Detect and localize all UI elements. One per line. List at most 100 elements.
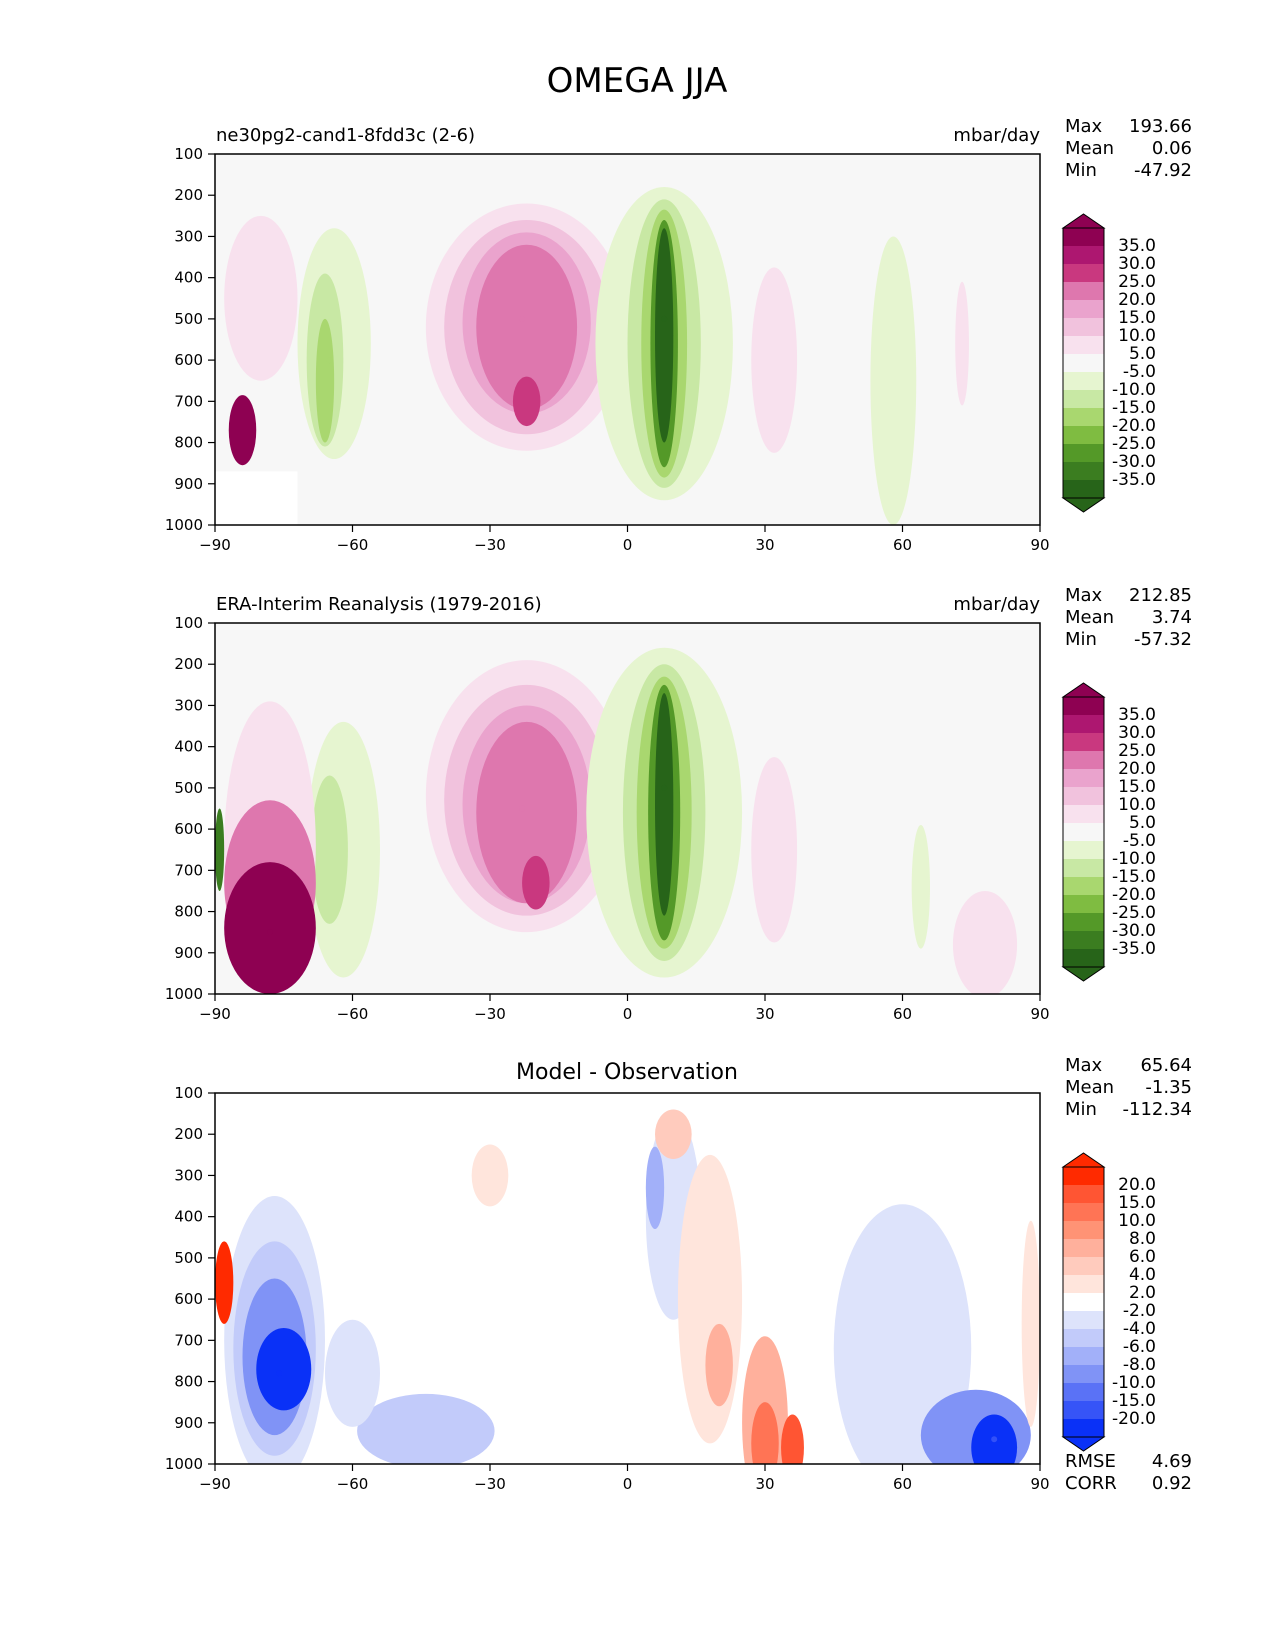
x-axis: −90 −60 −30 0 30 60 90 [199,1464,1050,1493]
y-tick-label: 600 [174,820,203,838]
stat-value: 0.06 [1152,138,1192,159]
colorbar-swatch [1063,895,1104,913]
colorbar-swatch [1063,805,1104,823]
negative-bias-n-highlatitudes [991,1436,998,1443]
colorbar-label: -10.0 [1112,380,1156,400]
bottom-stats-block: RMSE 4.69 CORR 0.92 [1065,1451,1192,1494]
x-tick-label: −90 [199,536,231,554]
stat-value: 3.74 [1152,607,1192,628]
colorbar: 35.030.025.020.015.010.05.0-5.0-10.0-15.… [1061,682,1156,982]
y-tick-label: 900 [174,944,203,962]
colorbar-label: -10.0 [1112,849,1156,869]
x-tick-label: 90 [1030,1005,1049,1023]
colorbar-label: 6.0 [1129,1247,1156,1267]
colorbar-label: -20.0 [1112,416,1156,436]
colorbar-swatch [1063,769,1104,787]
x-tick-label: −30 [474,1475,506,1493]
colorbar-label: -25.0 [1112,903,1156,923]
colorbar-label: -25.0 [1112,434,1156,454]
y-tick-label: 900 [174,475,203,493]
y-tick-label: 100 [174,145,203,163]
colorbar-swatch [1063,877,1104,895]
colorbar-swatch [1063,715,1104,733]
x-axis: −90 −60 −30 0 30 60 90 [199,525,1050,554]
colorbar-swatch [1063,1203,1104,1221]
colorbar-label: 35.0 [1118,705,1156,725]
x-tick-label: 60 [893,1475,912,1493]
x-tick-label: −60 [337,536,369,554]
colorbar-label: -20.0 [1112,1409,1156,1429]
y-tick-label: 500 [174,1249,203,1267]
y-tick-label: 1000 [165,516,203,534]
contour-region [1021,1220,1040,1427]
colorbar-swatch [1063,787,1104,805]
strong-descent-antarctica [267,929,273,936]
colorbar-label: 15.0 [1118,308,1156,328]
colorbar-swatch [1063,841,1104,859]
colorbar-swatch [1063,1329,1104,1347]
x-tick-label: −60 [337,1475,369,1493]
colorbar-label: 4.0 [1129,1265,1156,1285]
colorbar-swatch [1063,823,1104,841]
x-axis: −90 −60 −30 0 30 60 90 [199,994,1050,1023]
stat-label: Mean [1065,138,1114,159]
stat-label: Max [1065,116,1103,137]
colorbar-swatch [1063,462,1104,480]
colorbar-swatch [1063,444,1104,462]
contour-plot-difference [215,1093,1040,1464]
colorbar-label: -6.0 [1123,1337,1156,1357]
units-label: mbar/day [953,594,1040,615]
stats-block: Max 65.64 Mean -1.35 Min -112.34 [1065,1055,1192,1120]
colorbar-label: 20.0 [1118,759,1156,779]
colorbar-swatch [1063,697,1104,715]
colorbar-swatch [1063,354,1104,372]
contour-region [751,756,798,943]
colorbar-frame [1062,1166,1105,1438]
colorbar-label: 20.0 [1118,1175,1156,1195]
ascent-core-itcz [661,315,668,322]
x-tick-label: 90 [1030,536,1049,554]
colorbar-label: -4.0 [1123,1319,1156,1339]
contour-region [228,395,257,466]
y-tick-label: 300 [174,696,203,714]
colorbar-label: -35.0 [1112,470,1156,490]
colorbar-swatch [1063,1401,1104,1419]
colorbar-extend-min [1061,1436,1106,1452]
colorbar-label: -20.0 [1112,885,1156,905]
stat-value: 0.92 [1152,1473,1192,1494]
y-tick-label: 200 [174,655,203,673]
y-tick-label: 700 [174,392,203,410]
contour-region [215,808,225,891]
colorbar-label: 5.0 [1129,813,1156,833]
contour-plot-observation [215,623,1040,994]
contour-region [833,1204,972,1464]
colorbar-swatch [1063,1347,1104,1365]
contour-region [971,1414,1018,1464]
colorbar-swatch [1063,426,1104,444]
stat-label: Min [1065,629,1097,650]
colorbar-label: -10.0 [1112,1373,1156,1393]
contour-region [215,1241,234,1324]
stat-label: RMSE [1065,1451,1116,1472]
y-tick-label: 400 [174,269,203,287]
colorbar-swatch [1063,336,1104,354]
y-tick-label: 600 [174,351,203,369]
colorbar-label: 10.0 [1118,326,1156,346]
colorbar-label: -8.0 [1123,1355,1156,1375]
colorbar-swatch [1063,1275,1104,1293]
y-axis: 100 200 300 400 500 600 700 800 900 1000 [165,1084,215,1473]
colorbar-swatch [1063,931,1104,949]
colorbar-label: -5.0 [1123,362,1156,382]
x-tick-label: −30 [474,536,506,554]
contour-region [870,236,917,525]
colorbar-swatch [1063,1293,1104,1311]
contour-region [325,1319,380,1427]
contour-region [911,824,930,949]
x-tick-label: −30 [474,1005,506,1023]
colorbar-label: 5.0 [1129,344,1156,364]
contour-region [655,693,674,916]
colorbar-label: -35.0 [1112,939,1156,959]
